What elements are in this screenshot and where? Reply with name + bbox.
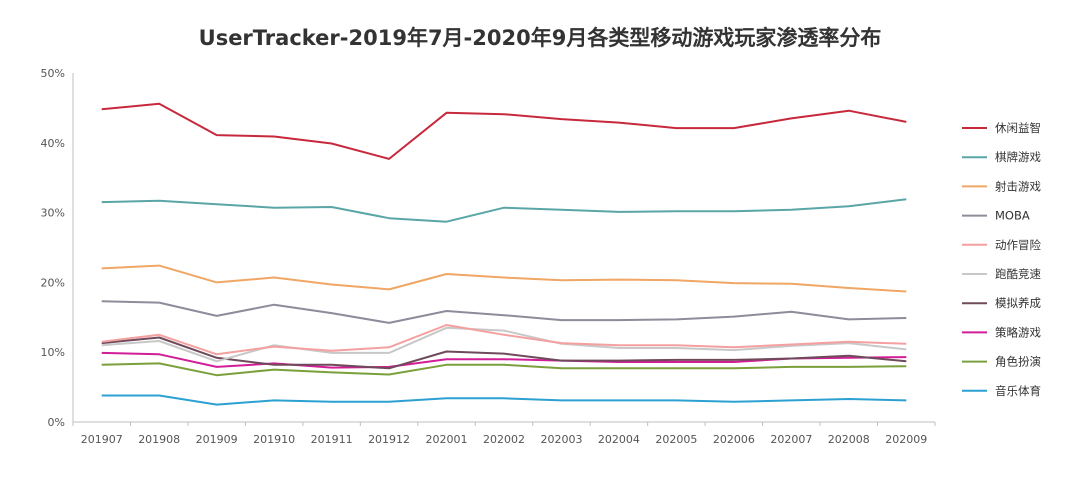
legend-label: 音乐体育 [995,384,1041,398]
x-tick-label: 202008 [828,433,870,446]
y-tick-label: 10% [41,346,65,359]
x-tick-label: 202009 [885,433,927,446]
series-line [101,394,907,406]
x-tick-label: 201909 [196,433,238,446]
y-tick-label: 50% [41,67,65,80]
legend-label: 动作冒险 [995,238,1041,252]
y-tick-label: 30% [41,207,65,220]
x-tick-label: 202004 [598,433,640,446]
y-tick-label: 40% [41,137,65,150]
legend-label: 棋牌游戏 [995,150,1041,164]
legend-label: 跑酷竞速 [995,267,1041,281]
y-tick-label: 20% [41,276,65,289]
legend-label: MOBA [995,209,1030,223]
legend-label: 角色扮演 [995,355,1041,369]
legend-label: 策略游戏 [995,325,1041,339]
series-line [101,336,907,370]
series-line [101,300,907,324]
series-line [101,264,907,293]
x-tick-label: 202002 [483,433,525,446]
x-tick-label: 202007 [770,433,812,446]
series-line [101,324,907,356]
x-tick-label: 201907 [81,433,123,446]
x-tick-label: 202001 [426,433,468,446]
legend-label: 模拟养成 [995,296,1041,310]
series-line [101,326,907,363]
x-tick-label: 201911 [311,433,353,446]
x-tick-label: 202006 [713,433,755,446]
x-tick-label: 201912 [368,433,410,446]
chart-title: UserTracker-2019年7月-2020年9月各类型移动游戏玩家渗透率分… [198,26,882,50]
legend-label: 休闲益智 [995,121,1041,135]
series-line [101,362,907,377]
x-tick-label: 202003 [540,433,582,446]
x-tick-label: 201910 [253,433,295,446]
x-tick-label: 202005 [655,433,697,446]
legend-label: 射击游戏 [995,179,1041,193]
series-line [101,102,907,160]
y-tick-label: 0% [48,416,65,429]
x-tick-label: 201908 [138,433,180,446]
series-line [101,198,907,223]
